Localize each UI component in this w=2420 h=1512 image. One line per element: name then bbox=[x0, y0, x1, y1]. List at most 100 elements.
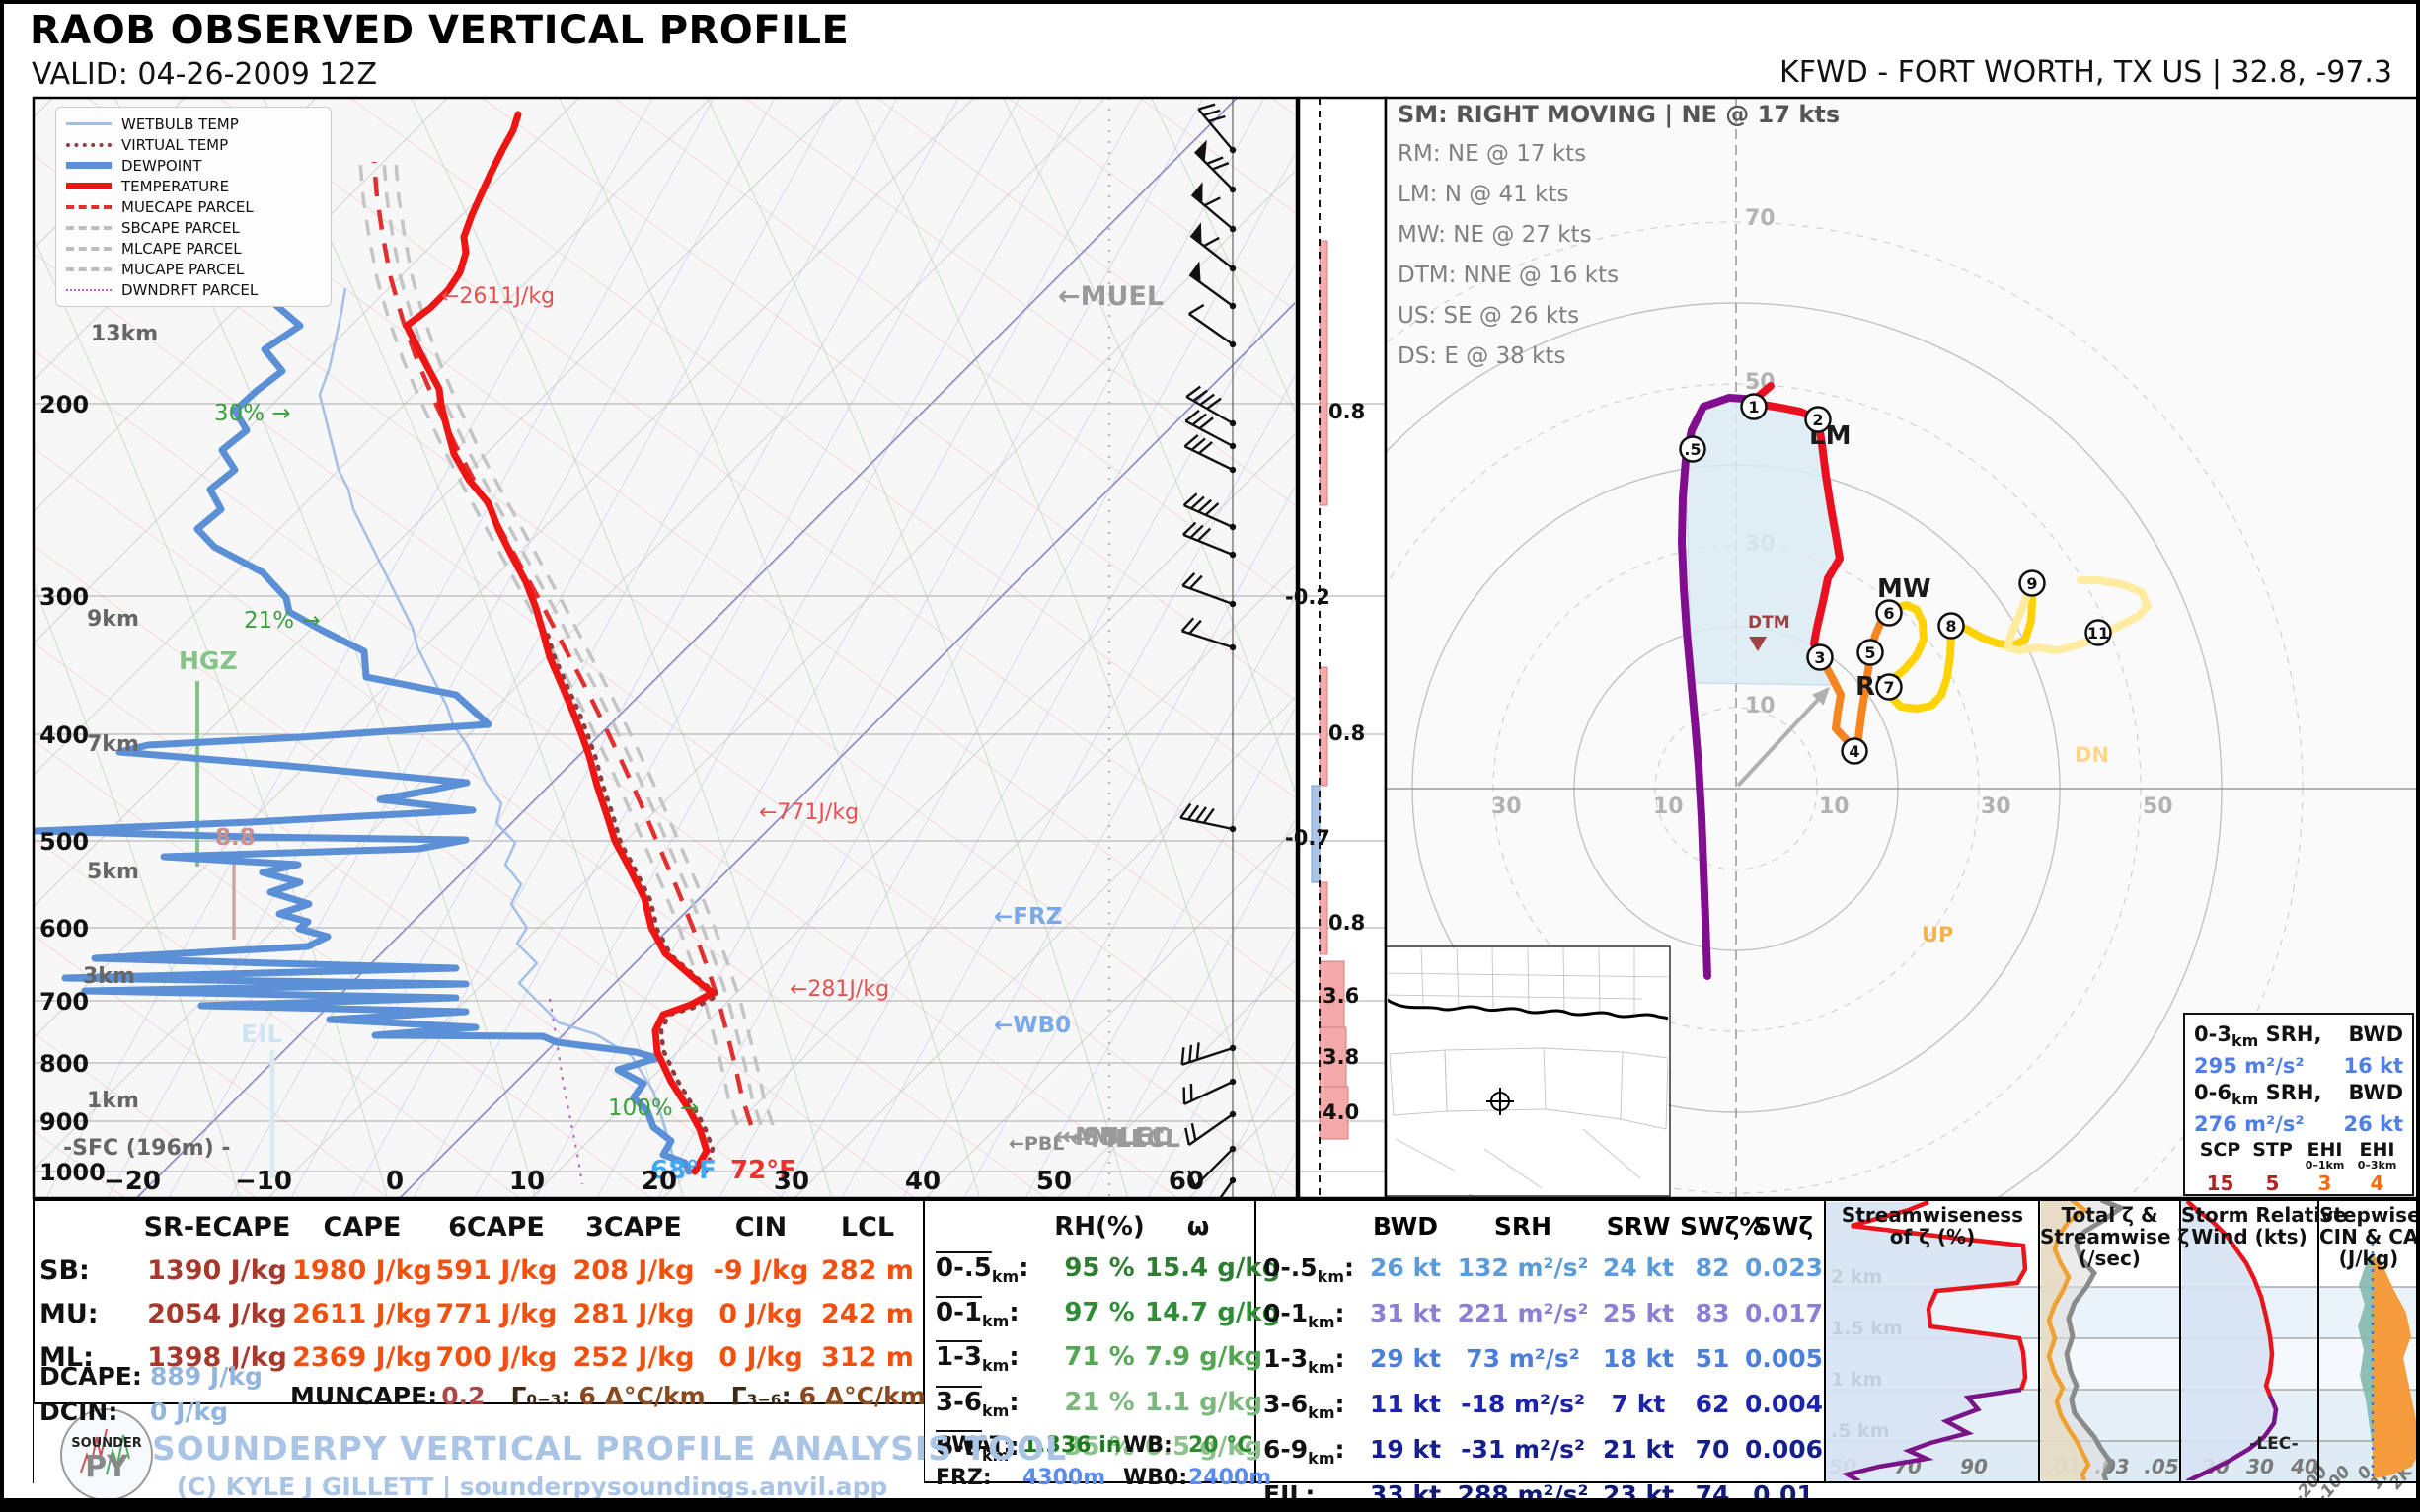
svg-text:3.8: 3.8 bbox=[1323, 1045, 1359, 1069]
svg-text:300: 300 bbox=[39, 583, 89, 611]
wind-barb bbox=[1188, 261, 1237, 310]
svg-text:←PBL: ←PBL bbox=[1009, 1133, 1064, 1155]
srw-panel: -LEC- bbox=[2182, 1201, 2299, 1480]
sounderpy-logo: SOUNDERPY bbox=[60, 1408, 153, 1498]
legend-item: TEMPERATURE bbox=[66, 178, 321, 195]
svg-text:100% →: 100% → bbox=[608, 1096, 699, 1121]
virtual-temp-line bbox=[544, 629, 723, 1174]
svg-text:DN: DN bbox=[2075, 743, 2109, 767]
svg-text:21% →: 21% → bbox=[244, 608, 321, 634]
valid-time: VALID: 04-26-2009 12Z bbox=[32, 57, 378, 92]
svg-text:68°F: 68°F bbox=[650, 1156, 717, 1185]
svg-text:30: 30 bbox=[1981, 794, 2011, 819]
svg-text:←MLLCL: ←MLLCL bbox=[1070, 1124, 1180, 1153]
wind-barb bbox=[1188, 303, 1237, 348]
svg-text:60: 60 bbox=[1169, 1167, 1204, 1196]
svg-text:←MULFC: ←MULFC bbox=[1054, 1122, 1170, 1151]
height-marker bbox=[1937, 612, 1965, 640]
wetbulb-line-swatch bbox=[66, 122, 112, 125]
svg-text:50: 50 bbox=[2143, 794, 2173, 819]
svg-text:0.8: 0.8 bbox=[1328, 911, 1365, 935]
svg-text:-LEC-: -LEC- bbox=[2249, 1434, 2298, 1454]
svg-text:-0.7: -0.7 bbox=[1285, 826, 1330, 850]
svg-text:10: 10 bbox=[1653, 794, 1684, 819]
wind-barb bbox=[1180, 1042, 1237, 1066]
svg-text:9: 9 bbox=[2026, 574, 2037, 593]
rh-omega-table: RH(%) ω 0-.5km: 95 % 15.4 g/kg 0-1km: 97 % 14… bbox=[936, 1212, 1281, 1465]
svg-text:50: 50 bbox=[1036, 1167, 1072, 1196]
skewt-plot-area: ←2611J/kg 30% → 21% →HGZ 8.8 ←771J/kg ←FRZ ←28… bbox=[35, 99, 1295, 1197]
mucape-line-swatch bbox=[66, 266, 112, 271]
total-zeta-panel bbox=[2041, 1201, 2127, 1480]
svg-text:1: 1 bbox=[1748, 398, 1759, 416]
svg-text:9km: 9km bbox=[87, 607, 139, 632]
hodograph-trace-segment bbox=[1678, 394, 1764, 980]
svg-text:600: 600 bbox=[39, 915, 89, 943]
wind-barb bbox=[1185, 385, 1237, 427]
svg-text:1km: 1km bbox=[87, 1089, 139, 1113]
wind-barb bbox=[1201, 1176, 1237, 1197]
svg-text:←WB0: ←WB0 bbox=[994, 1013, 1071, 1038]
composite-indices: SCP STP EHI EHI 0–1km 0–3km 15 5 3 4 bbox=[2199, 1139, 2397, 1196]
svg-text:400: 400 bbox=[39, 721, 89, 749]
svg-text:DTM: DTM bbox=[1748, 613, 1790, 633]
temperature-line-swatch bbox=[66, 183, 112, 189]
svg-text:3km: 3km bbox=[83, 964, 135, 989]
svg-text:←2611J/kg: ←2611J/kg bbox=[441, 284, 555, 309]
svg-text:10: 10 bbox=[509, 1167, 545, 1196]
height-marker bbox=[1875, 673, 1903, 701]
svg-text:40: 40 bbox=[905, 1167, 941, 1196]
svg-text:8.8: 8.8 bbox=[215, 825, 256, 851]
muecape-line-swatch bbox=[66, 204, 112, 209]
wind-barb bbox=[1184, 1110, 1237, 1146]
muncape-lapse-block: MUNCAPE: 0.2 Γ₀₋₃: 6 Δ°C/km Γ₃₋₆: 6 Δ°C/km bbox=[290, 1382, 926, 1410]
legend-item: SBCAPE PARCEL bbox=[66, 219, 321, 237]
wind-barb bbox=[1182, 1078, 1237, 1105]
wind-barb bbox=[1183, 434, 1237, 474]
kinematics-table: BWD SRH SRW SWζ% SWζ 0-.5km: 26 kt 132 m²/s² 2… bbox=[1263, 1212, 1824, 1509]
wind-barb bbox=[1184, 409, 1237, 450]
srh-bwd-summary-box: 0-3km SRH, BWD 295 m²/s² 16 kt 0-6km SRH, B… bbox=[2183, 1013, 2414, 1196]
map-inset bbox=[1388, 948, 1668, 1194]
svg-text:7: 7 bbox=[1883, 678, 1894, 697]
legend-item: WETBULB TEMP bbox=[66, 115, 321, 133]
branding-line1: SOUNDERPY VERTICAL PROFILE ANALYSIS TOOL bbox=[152, 1429, 1068, 1468]
svg-text:8: 8 bbox=[1945, 617, 1956, 636]
legend-item: MUECAPE PARCEL bbox=[66, 198, 321, 216]
svg-text:0.8: 0.8 bbox=[1328, 400, 1365, 423]
height-marker bbox=[1806, 643, 1834, 671]
svg-text:SOUNDER: SOUNDER bbox=[71, 1436, 142, 1451]
svg-text:UP: UP bbox=[1922, 923, 1953, 946]
svg-text:13km: 13km bbox=[91, 322, 158, 346]
svg-text:70: 70 bbox=[1745, 206, 1776, 231]
svg-text:30: 30 bbox=[2246, 1455, 2274, 1478]
wind-barb bbox=[1189, 222, 1237, 272]
svg-text:900: 900 bbox=[39, 1108, 89, 1136]
svg-text:5km: 5km bbox=[87, 860, 139, 884]
wind-barb bbox=[1182, 521, 1237, 559]
svg-text:30: 30 bbox=[774, 1167, 809, 1196]
svg-text:.05: .05 bbox=[2144, 1455, 2178, 1478]
svg-text:72°F: 72°F bbox=[730, 1156, 796, 1185]
legend-item: DEWPOINT bbox=[66, 157, 321, 175]
svg-text:0.8: 0.8 bbox=[1328, 721, 1365, 745]
svg-text:←MUEL: ←MUEL bbox=[1058, 281, 1164, 312]
svg-text:.5: .5 bbox=[1684, 440, 1701, 459]
height-marker bbox=[1740, 393, 1768, 420]
sbcape-line-swatch bbox=[66, 225, 112, 230]
svg-text:2: 2 bbox=[1812, 411, 1823, 429]
dewpoint-line-swatch bbox=[66, 162, 112, 169]
page-title: RAOB OBSERVED VERTICAL PROFILE bbox=[30, 8, 850, 53]
station-info: KFWD - FORT WORTH, TX US | 32.8, -97.3 bbox=[1779, 55, 2392, 90]
cape-fill bbox=[2373, 1253, 2416, 1478]
svg-text:5: 5 bbox=[1864, 643, 1875, 662]
height-marker bbox=[1841, 737, 1868, 765]
height-marker bbox=[2018, 569, 2046, 597]
skewt-legend: WETBULB TEMP VIRTUAL TEMP DEWPOINT TEMPE… bbox=[55, 107, 332, 307]
stepwise-cape-panel bbox=[2358, 1243, 2416, 1480]
omega-strip: 0.8 -0.2 0.8 -0.7 0.8 3.6 3.8 4.0 bbox=[1285, 96, 1388, 1200]
svg-text:←SBLCL: ←SBLCL bbox=[1062, 1122, 1169, 1151]
wind-barb bbox=[1197, 103, 1237, 154]
